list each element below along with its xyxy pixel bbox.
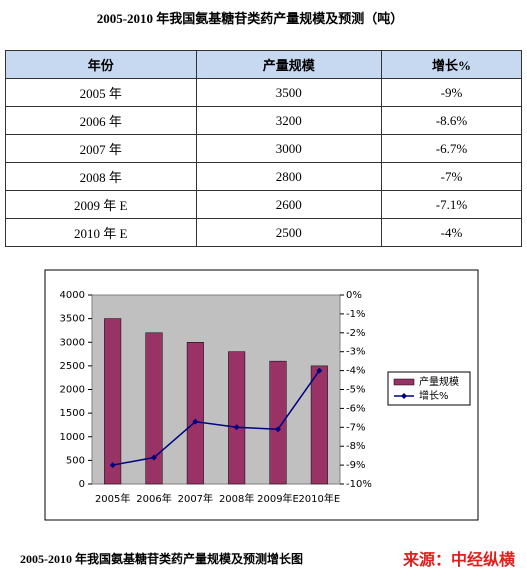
- table-cell: 2500: [195, 218, 382, 247]
- doc-title: 2005-2010 年我国氨基糖苷类药产量规模及预测（吨）: [96, 11, 404, 26]
- table-row: 2009 年 E 2600 -7.1%: [5, 190, 523, 219]
- y2-tick-label: -3%: [346, 347, 365, 358]
- y2-tick-label: -10%: [346, 479, 372, 490]
- bar: [104, 318, 122, 485]
- x-tick-label: 2010年E: [298, 492, 340, 505]
- y-tick-label: 0: [79, 479, 85, 490]
- y-tick-label: 3500: [60, 314, 85, 325]
- marker: [275, 426, 281, 433]
- marker: [233, 424, 240, 431]
- table-cell: 2600: [195, 190, 382, 219]
- line: [112, 370, 320, 466]
- y2-tick-label: 0%: [346, 290, 362, 301]
- y2-tick-label: -8%: [346, 441, 365, 452]
- legend-label: 产量规模: [419, 375, 459, 388]
- y2-tick-label: -7%: [346, 422, 365, 433]
- bar: [310, 365, 328, 485]
- header-row: 年份 产量规模 增长%: [5, 50, 523, 79]
- marker: [316, 367, 323, 374]
- watermark: 来源：中经纵横: [403, 550, 516, 569]
- bar: [228, 351, 246, 485]
- y-tick-label: 1000: [60, 432, 85, 443]
- table-cell: 2800: [195, 162, 382, 191]
- plot-area: [91, 294, 341, 485]
- data-table: 年份 产量规模 增长% 2005 年 3500 -9% 2006 年 3200 -8.6% 200…: [5, 50, 523, 247]
- header-cell: 产量规模: [195, 50, 382, 79]
- table-row: 2005 年 3500 -9%: [5, 78, 523, 107]
- legend-swatch: [393, 378, 415, 386]
- bar: [269, 360, 287, 485]
- y2-tick-label: -5%: [346, 385, 365, 396]
- table-cell: 3500: [195, 78, 382, 107]
- y-tick-label: 1500: [60, 408, 85, 419]
- y-tick-label: 2500: [60, 361, 85, 372]
- y2-tick-label: -2%: [346, 328, 365, 339]
- y2-tick-label: -6%: [346, 403, 365, 414]
- legend-label: 增长%: [419, 389, 449, 402]
- y2-tick-label: -9%: [346, 460, 365, 471]
- bar: [186, 342, 204, 485]
- marker: [109, 462, 116, 469]
- x-tick-label: 2006年: [136, 492, 171, 505]
- y-tick-label: 3000: [60, 337, 85, 348]
- x-tick-label: 2007年: [178, 492, 213, 505]
- marker: [192, 418, 199, 425]
- caption: 2005-2010 年我国氨基糖苷类药产量规模及预测增长图: [20, 552, 303, 566]
- header-cell: 增长%: [380, 50, 523, 79]
- table-row: 2010 年 E 2500 -4%: [5, 218, 523, 247]
- y-tick-label: 4000: [60, 290, 85, 301]
- y2-tick-label: -1%: [346, 309, 365, 320]
- y-tick-label: 2000: [60, 385, 85, 396]
- x-tick-label: 2005年: [95, 492, 130, 505]
- table-cell: -6.7%: [380, 134, 523, 163]
- marker: [151, 454, 157, 461]
- table-row: 2006 年 3200 -8.6%: [5, 106, 523, 135]
- table-cell: -4%: [380, 218, 523, 247]
- table-cell: 3000: [195, 134, 382, 163]
- legend-marker: [401, 393, 407, 399]
- table-row: 2007 年 3000 -6.7%: [5, 134, 523, 163]
- x-tick-label: 2009年E: [257, 492, 299, 505]
- y-tick-label: 500: [66, 455, 85, 466]
- y2-tick-label: -4%: [346, 366, 365, 377]
- bar: [145, 332, 163, 485]
- table-cell: -9%: [380, 78, 523, 107]
- table-cell: 2009 年 E: [5, 190, 197, 219]
- x-tick-label: 2008年: [219, 492, 254, 505]
- legend: [387, 371, 471, 406]
